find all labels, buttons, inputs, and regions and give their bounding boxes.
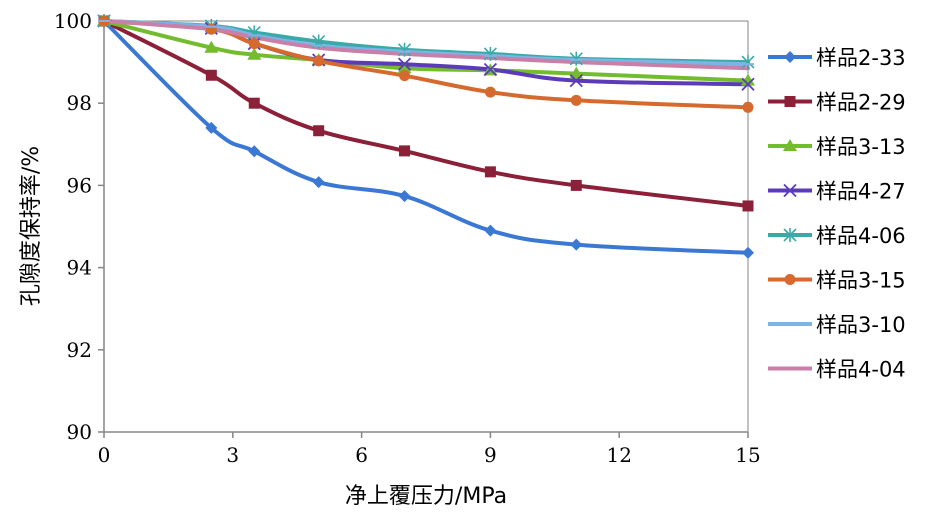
legend-label: 样品2-33 bbox=[816, 46, 906, 70]
x-tick-label: 12 bbox=[606, 443, 631, 467]
series-marker bbox=[397, 61, 412, 74]
series-marker bbox=[569, 51, 583, 66]
series-marker bbox=[205, 121, 218, 134]
legend-label: 样品4-06 bbox=[816, 224, 906, 248]
series-marker bbox=[399, 70, 411, 82]
x-tick-label: 6 bbox=[355, 443, 368, 467]
legend-label: 样品2-29 bbox=[816, 91, 906, 115]
series-marker bbox=[741, 73, 755, 86]
legend-marker bbox=[783, 228, 797, 242]
legend-item: 样品4-27 bbox=[768, 180, 906, 204]
series-marker bbox=[204, 40, 219, 53]
legend-label: 样品3-13 bbox=[816, 135, 906, 159]
x-tick-label: 3 bbox=[226, 443, 239, 467]
series-marker bbox=[313, 55, 325, 67]
legend: 样品2-33 样品2-29 样品3-13 样品4-27 样品4-06 样品3-15 样品3-… bbox=[768, 46, 906, 382]
series-marker bbox=[205, 69, 217, 81]
legend-label: 样品3-10 bbox=[816, 313, 906, 337]
series-marker bbox=[248, 38, 260, 50]
legend-marker bbox=[783, 183, 797, 198]
y-tick-label: 96 bbox=[67, 173, 92, 197]
series-marker bbox=[742, 246, 754, 259]
series-marker bbox=[248, 145, 261, 158]
y-tick-label: 92 bbox=[67, 338, 92, 362]
series-marker bbox=[397, 42, 412, 57]
y-tick-label: 98 bbox=[67, 91, 92, 115]
legend-item: 样品3-15 bbox=[768, 269, 906, 293]
legend-item: 样品2-33 bbox=[768, 46, 906, 70]
series-marker bbox=[312, 176, 325, 189]
x-tick-label: 9 bbox=[484, 443, 497, 467]
series-marker bbox=[570, 179, 582, 191]
series-marker bbox=[742, 101, 754, 113]
series-marker bbox=[248, 97, 260, 109]
series-marker bbox=[399, 145, 411, 157]
legend-item: 样品3-10 bbox=[768, 313, 906, 337]
series-marker bbox=[398, 190, 411, 203]
series-marker bbox=[484, 166, 496, 178]
x-axis-title: 净上覆压力/MPa bbox=[345, 484, 507, 509]
series-marker bbox=[569, 66, 584, 79]
series-marker bbox=[741, 55, 755, 70]
series-marker bbox=[569, 73, 583, 88]
series-marker bbox=[205, 23, 217, 35]
series-marker bbox=[742, 200, 754, 212]
series-marker bbox=[483, 62, 498, 77]
plot-area bbox=[104, 21, 748, 432]
series-marker bbox=[313, 125, 325, 137]
series-marker bbox=[397, 57, 412, 71]
legend-item: 样品4-06 bbox=[768, 224, 906, 248]
legend-item: 样品2-29 bbox=[768, 91, 906, 115]
y-tick-label: 100 bbox=[54, 9, 92, 33]
legend-marker bbox=[783, 139, 797, 151]
series-marker bbox=[247, 47, 262, 60]
series-marker bbox=[483, 46, 497, 61]
legend-marker bbox=[784, 274, 796, 285]
y-tick-label: 90 bbox=[67, 420, 92, 444]
y-axis-title: 孔隙度保持率/% bbox=[19, 146, 44, 306]
legend-item: 样品4-04 bbox=[768, 358, 906, 382]
series-marker bbox=[484, 224, 497, 237]
series-marker bbox=[570, 238, 583, 251]
legend-label: 样品4-04 bbox=[816, 358, 906, 382]
series-marker bbox=[247, 25, 261, 40]
x-tick-label: 15 bbox=[735, 443, 760, 467]
y-tick-label: 94 bbox=[67, 256, 92, 280]
series-marker bbox=[484, 86, 496, 98]
legend-label: 样品3-15 bbox=[816, 269, 906, 293]
legend-marker bbox=[784, 96, 796, 107]
x-tick-label: 0 bbox=[98, 443, 111, 467]
series-markers bbox=[97, 14, 755, 259]
series-marker bbox=[570, 94, 582, 106]
legend-marker bbox=[784, 51, 796, 63]
legend-item: 样品3-13 bbox=[768, 135, 906, 159]
legend-label: 样品4-27 bbox=[816, 180, 906, 204]
series-marker bbox=[741, 77, 755, 91]
